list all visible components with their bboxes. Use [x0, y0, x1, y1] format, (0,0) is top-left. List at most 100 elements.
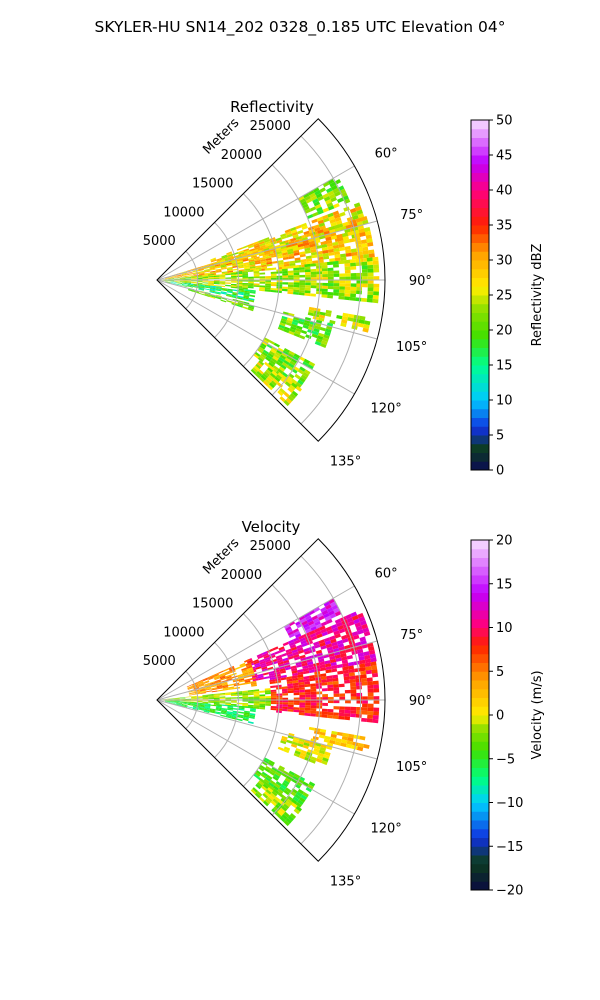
echo-gate [367, 287, 374, 292]
echo-gate [321, 682, 328, 686]
echo-gate [204, 270, 211, 273]
colorbar-step [471, 146, 489, 156]
echo-gate [293, 272, 300, 276]
echo-gate [237, 297, 244, 300]
echo-gate [252, 678, 259, 682]
echo-gate [288, 641, 296, 647]
colorbar-step [471, 618, 489, 628]
echo-gate [284, 228, 291, 234]
echo-gate [344, 245, 351, 251]
echo-gate [342, 312, 349, 318]
echo-gate [277, 810, 284, 817]
echo-gate [268, 244, 275, 248]
echo-gate [220, 292, 227, 295]
echo-gate [275, 654, 282, 659]
echo-gate [322, 757, 329, 763]
echo-gate [199, 703, 205, 706]
echo-gate [329, 635, 336, 641]
echo-gate [287, 630, 294, 636]
echo-gate [310, 683, 316, 687]
echo-gate [345, 700, 351, 704]
echo-gate [293, 692, 300, 696]
echo-gate [325, 663, 332, 668]
echo-gate [298, 289, 305, 293]
echo-gate [282, 795, 289, 802]
echo-gate [203, 709, 210, 712]
echo-gate [288, 330, 295, 336]
echo-gate [254, 261, 261, 265]
echo-gate [258, 766, 265, 772]
echo-gate [293, 353, 301, 359]
echo-gate [204, 285, 211, 287]
colorbar-step [471, 277, 489, 287]
echo-gate [165, 277, 171, 279]
echo-gate [220, 676, 226, 680]
echo-gate [226, 289, 233, 292]
echo-gate [292, 651, 299, 656]
echo-gate [366, 298, 373, 303]
echo-gate [312, 617, 320, 624]
echo-gate [310, 702, 317, 706]
echo-gate [334, 618, 342, 624]
echo-gate [278, 765, 285, 771]
echo-gate [277, 767, 284, 773]
radial-tick-label: 25000 [250, 539, 291, 554]
echo-gate [243, 292, 250, 295]
echo-gate [219, 702, 226, 704]
echo-gate [297, 788, 305, 795]
echo-gate [187, 283, 194, 285]
echo-gate [198, 708, 204, 711]
echo-gate [342, 666, 349, 671]
echo-gate [238, 707, 245, 710]
echo-gate [185, 282, 192, 284]
echo-gate [243, 713, 250, 717]
echo-gate [225, 674, 232, 678]
echo-gate [307, 661, 314, 666]
echo-gate [365, 234, 373, 240]
echo-gate [299, 251, 306, 255]
echo-gate [320, 621, 328, 627]
echo-gate [286, 319, 293, 324]
echo-gate [282, 693, 289, 696]
echo-gate [302, 361, 309, 367]
echo-gate [325, 312, 332, 317]
echo-gate [328, 610, 335, 616]
echo-gate [198, 707, 205, 710]
echo-gate [305, 280, 311, 283]
echo-gate [187, 686, 194, 690]
echo-gate [339, 280, 346, 284]
echo-gate [271, 660, 278, 665]
echo-gate [325, 666, 332, 671]
sector-frame [156, 538, 386, 862]
grid-spoke [156, 165, 355, 281]
echo-gate [350, 286, 357, 291]
echo-gate [303, 358, 311, 365]
echo-gate [253, 274, 260, 277]
echo-gate [219, 285, 226, 288]
echo-gate [302, 371, 309, 378]
echo-gate [355, 217, 363, 223]
echo-gate [219, 277, 226, 279]
echo-gate [299, 284, 306, 288]
echo-gate [361, 265, 368, 270]
echo-gate [191, 278, 197, 280]
echo-gate [199, 702, 205, 705]
echo-gate [286, 739, 293, 744]
colorbar-step [471, 583, 489, 593]
echo-gate [347, 317, 354, 322]
echo-gate [265, 281, 271, 284]
echo-gate [288, 282, 294, 285]
echo-gate [318, 661, 326, 666]
echo-gate [302, 192, 310, 199]
echo-gate [244, 681, 251, 685]
echo-gate [321, 679, 328, 683]
echo-gate [261, 771, 268, 777]
echo-gate [276, 239, 283, 244]
echo-gate [367, 294, 374, 299]
echo-gate [331, 641, 338, 647]
echo-gate [263, 757, 270, 762]
echo-gate [304, 263, 311, 268]
echo-gate [198, 684, 205, 688]
echo-gate [287, 685, 294, 689]
colorbar-step [471, 785, 489, 795]
